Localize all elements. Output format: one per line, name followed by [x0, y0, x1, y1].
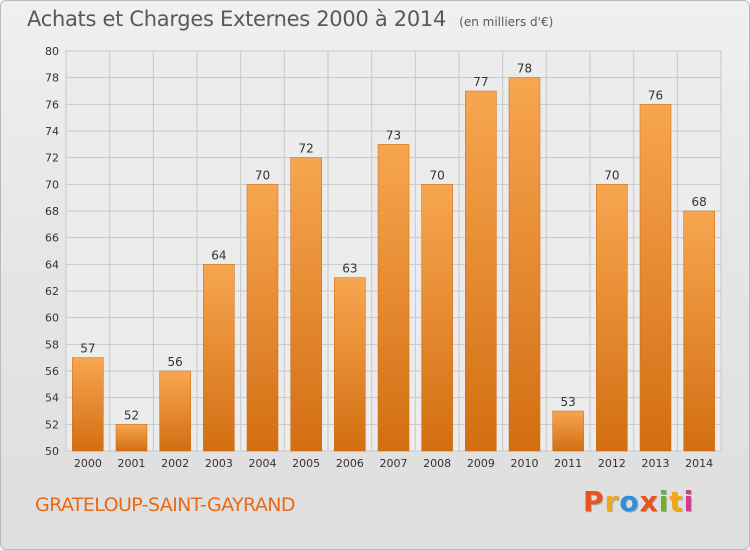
- y-tick-label: 52: [45, 418, 59, 431]
- bar-value-label: 73: [386, 128, 401, 142]
- commune-name: GRATELOUP-SAINT-GAYRAND: [35, 494, 296, 516]
- bar-2006: [334, 277, 366, 452]
- x-tick-label: 2012: [598, 457, 626, 470]
- x-tick-label: 2001: [118, 457, 146, 470]
- bar-value-label: 63: [342, 262, 357, 276]
- bar-value-label: 77: [473, 75, 488, 89]
- x-tick-label: 2008: [423, 457, 451, 470]
- x-tick-label: 2010: [511, 457, 539, 470]
- bar-value-label: 52: [124, 408, 139, 422]
- x-tick-label: 2009: [467, 457, 495, 470]
- y-tick-label: 56: [45, 365, 59, 378]
- title-row: Achats et Charges Externes 2000 à 2014 (…: [27, 7, 553, 31]
- bar-2004: [246, 184, 279, 452]
- x-tick-label: 2007: [380, 457, 408, 470]
- logo-letter: r: [604, 485, 620, 518]
- y-tick-label: 80: [45, 45, 59, 58]
- x-tick-label: 2003: [205, 457, 233, 470]
- bar-2005: [290, 157, 322, 452]
- logo-letter: x: [639, 485, 659, 518]
- bar-2013: [639, 104, 672, 452]
- logo-letter: i: [658, 485, 670, 518]
- x-tick-label: 2006: [336, 457, 364, 470]
- bar-value-label: 78: [517, 62, 532, 76]
- bar-2010: [508, 77, 541, 452]
- y-tick-label: 54: [45, 392, 59, 405]
- y-tick-label: 72: [45, 152, 59, 165]
- y-tick-label: 62: [45, 285, 59, 298]
- y-tick-label: 78: [45, 72, 59, 85]
- bar-2008: [421, 184, 453, 452]
- bar-2012: [596, 184, 628, 452]
- bar-2009: [465, 90, 497, 452]
- bar-value-label: 68: [692, 195, 707, 209]
- logo-letter: t: [669, 485, 684, 518]
- y-tick-label: 50: [45, 445, 59, 458]
- bar-value-label: 76: [648, 88, 663, 102]
- chart-title: Achats et Charges Externes 2000 à 2014: [27, 7, 447, 31]
- bar-value-label: 53: [561, 395, 576, 409]
- x-tick-label: 2004: [249, 457, 277, 470]
- y-tick-label: 60: [45, 312, 59, 325]
- bar-2011: [552, 410, 584, 452]
- logo-letter: P: [583, 485, 605, 518]
- logo-letter: i: [683, 485, 695, 518]
- bar-value-label: 72: [299, 142, 314, 156]
- x-tick-label: 2011: [554, 457, 582, 470]
- y-tick-label: 74: [45, 125, 59, 138]
- bar-value-label: 70: [255, 168, 270, 182]
- bar-value-label: 57: [80, 342, 95, 356]
- proxiti-logo[interactable]: Proxiti: [583, 485, 694, 518]
- y-tick-label: 64: [45, 258, 59, 271]
- y-tick-label: 68: [45, 205, 59, 218]
- bar-value-label: 70: [604, 168, 619, 182]
- bar-2001: [115, 424, 148, 452]
- bar-value-label: 56: [168, 355, 183, 369]
- bar-2007: [377, 144, 410, 452]
- bar-2000: [72, 357, 104, 452]
- y-tick-label: 58: [45, 338, 59, 351]
- y-tick-label: 70: [45, 178, 59, 191]
- bar-value-label: 64: [211, 248, 226, 262]
- bar-2002: [159, 370, 191, 452]
- x-tick-label: 2013: [642, 457, 670, 470]
- bar-2014: [683, 210, 715, 452]
- x-tick-label: 2002: [161, 457, 189, 470]
- chart-subtitle: (en milliers d'€): [459, 15, 554, 29]
- x-tick-label: 2005: [292, 457, 320, 470]
- y-tick-label: 76: [45, 98, 59, 111]
- x-tick-label: 2000: [74, 457, 102, 470]
- x-tick-label: 2014: [685, 457, 713, 470]
- logo-letter: o: [619, 485, 640, 518]
- bar-2003: [203, 264, 235, 452]
- y-tick-label: 66: [45, 232, 59, 245]
- bar-value-label: 70: [430, 168, 445, 182]
